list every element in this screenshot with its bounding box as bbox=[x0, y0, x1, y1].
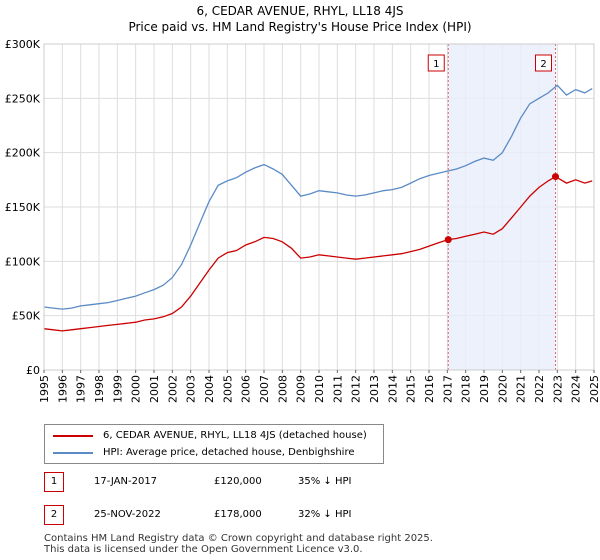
x-tick-label: 2024 bbox=[570, 375, 583, 403]
x-tick-label: 2021 bbox=[515, 375, 528, 403]
marker-label-box bbox=[427, 54, 445, 72]
sale-point bbox=[444, 236, 452, 244]
x-tick-label: 1996 bbox=[56, 375, 69, 403]
x-tick-label: 2018 bbox=[460, 375, 473, 403]
legend-swatch-property bbox=[53, 435, 93, 437]
transaction-date: 25-NOV-2022 bbox=[94, 509, 161, 520]
transaction-hpi-diff: 32% ↓ HPI bbox=[298, 509, 352, 520]
x-tick-label: 2002 bbox=[166, 375, 179, 403]
price-chart: 1 2 £0 £50K £100K £150K £200K £250K £300K 1995 19… bbox=[5, 38, 600, 403]
x-tick-label: 2012 bbox=[350, 375, 363, 403]
transaction-date: 17-JAN-2017 bbox=[94, 476, 158, 487]
footer-copyright: Contains HM Land Registry data © Crown c… bbox=[44, 533, 433, 544]
x-tick-label: 1999 bbox=[111, 375, 124, 403]
chart-subtitle: Price paid vs. HM Land Registry's House … bbox=[128, 20, 472, 34]
property-price-line bbox=[43, 175, 593, 332]
x-tick-label: 2009 bbox=[295, 375, 308, 403]
hpi-line bbox=[43, 84, 593, 310]
legend: 6, CEDAR AVENUE, RHYL, LL18 4JS (detache… bbox=[44, 424, 384, 464]
legend-label-hpi: HPI: Average price, detached house, Denb… bbox=[103, 447, 355, 458]
x-tick-label: 2025 bbox=[588, 375, 600, 403]
x-tick-label: 2006 bbox=[240, 375, 253, 403]
y-tick-label: £200K bbox=[5, 147, 41, 160]
x-tick-label: 2008 bbox=[276, 375, 289, 403]
marker-label-box bbox=[535, 54, 552, 72]
x-tick-label: 2004 bbox=[203, 375, 216, 403]
x-tick-label: 2023 bbox=[551, 375, 564, 403]
x-tick-label: 2013 bbox=[368, 375, 381, 403]
footer-licence: This data is licensed under the Open Gov… bbox=[44, 544, 363, 555]
y-tick-label: £50K bbox=[12, 310, 41, 323]
y-tick-label: £100K bbox=[5, 255, 41, 268]
x-tick-label: 2001 bbox=[148, 375, 161, 403]
y-tick-label: £150K bbox=[5, 201, 41, 214]
x-tick-label: 2015 bbox=[405, 375, 418, 403]
sale-point bbox=[552, 173, 559, 181]
x-tick-label: 2017 bbox=[441, 375, 454, 403]
y-tick-label: £0 bbox=[26, 364, 40, 377]
x-tick-label: 2011 bbox=[331, 375, 344, 403]
marker-label: 1 bbox=[433, 59, 439, 70]
x-tick-label: 2007 bbox=[258, 375, 271, 403]
chart-title: 6, CEDAR AVENUE, RHYL, LL18 4JS bbox=[196, 4, 404, 18]
legend-label-property: 6, CEDAR AVENUE, RHYL, LL18 4JS (detache… bbox=[103, 430, 367, 441]
marker-label: 2 bbox=[540, 59, 546, 70]
x-tick-label: 2000 bbox=[130, 375, 143, 403]
transaction-price: £178,000 bbox=[214, 509, 262, 520]
x-tick-label: 2014 bbox=[386, 375, 399, 403]
x-tick-label: 2005 bbox=[221, 375, 234, 403]
transaction-badge: 1 bbox=[44, 472, 64, 492]
x-tick-label: 2019 bbox=[478, 375, 491, 403]
x-tick-label: 2020 bbox=[496, 375, 509, 403]
x-tick-label: 2016 bbox=[423, 375, 436, 403]
x-tick-label: 2003 bbox=[185, 375, 198, 403]
y-tick-label: £250K bbox=[5, 92, 41, 105]
transaction-badge: 2 bbox=[44, 505, 64, 525]
transaction-price: £120,000 bbox=[214, 476, 262, 487]
x-tick-label: 1997 bbox=[75, 375, 88, 403]
x-tick-label: 1995 bbox=[38, 375, 51, 403]
x-tick-label: 2022 bbox=[533, 375, 546, 403]
x-tick-label: 1998 bbox=[93, 375, 106, 403]
x-tick-label: 2010 bbox=[313, 375, 326, 403]
shaded-region bbox=[448, 44, 556, 370]
transaction-hpi-diff: 35% ↓ HPI bbox=[298, 476, 352, 487]
y-tick-label: £300K bbox=[5, 38, 41, 51]
legend-swatch-hpi bbox=[53, 452, 93, 454]
